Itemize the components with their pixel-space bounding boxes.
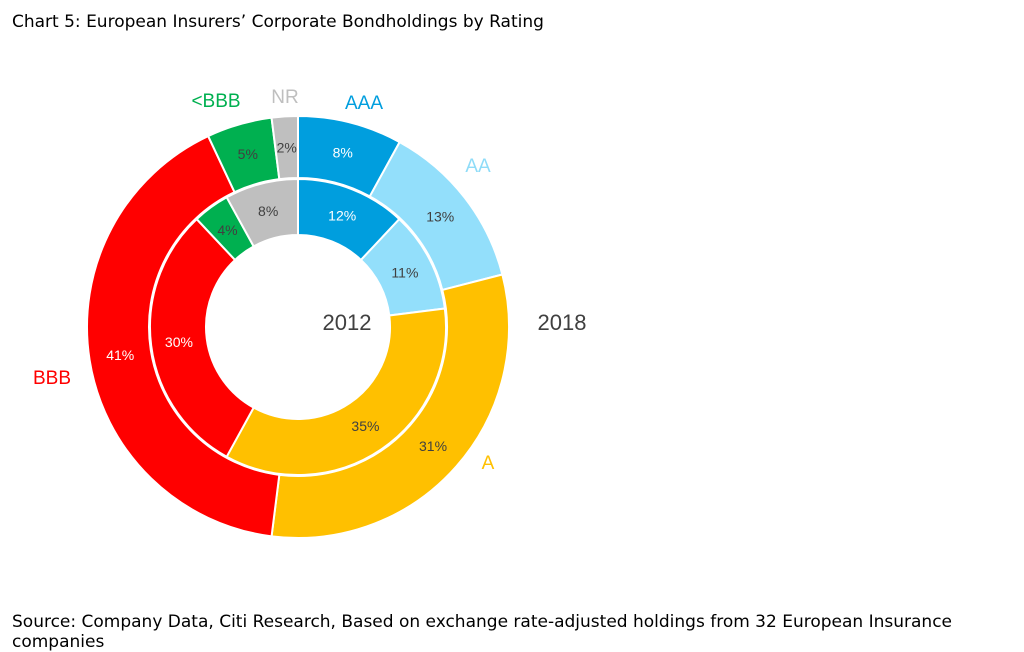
outer-ring-2018 [86,114,510,539]
slice-2012-nr [225,177,299,248]
value-label-2012-below-bbb: 4% [217,222,237,238]
value-label-2012-a: 35% [351,418,379,434]
value-label-2012-aaa: 12% [328,207,356,223]
inner-ring-2012 [149,177,447,476]
outer-ring-year-label: 2018 [538,310,587,335]
slice-2012-a [225,307,447,476]
inner-ring-year-label: 2012 [323,310,372,335]
value-label-2018-aaa: 8% [333,145,353,161]
value-label-2012-bbb: 30% [165,334,193,350]
category-label-nr: NR [271,87,298,108]
category-label-aa: AA [465,156,491,177]
value-label-2012-aa: 11% [391,265,418,281]
value-label-2018-nr: 2% [277,139,297,155]
slice-2012-bbb [149,217,256,459]
category-label-below-bbb: <BBB [191,91,240,112]
category-label-bbb: BBB [33,368,71,389]
chart-title: Chart 5: European Insurers’ Corporate Bo… [12,12,544,32]
value-label-2018-bbb: 41% [106,347,134,363]
category-label-aaa: AAA [345,93,383,114]
category-label-a: A [482,453,495,474]
value-label-2018-below-bbb: 5% [238,146,258,162]
value-label-2018-aa: 13% [426,209,454,225]
slice-labels: 8% 13% 31% 41% 5% 2% 12% 11% 35% 30% 4% 8% [106,139,454,454]
source-note: Source: Company Data, Citi Research, Bas… [12,612,952,652]
value-label-2018-a: 31% [419,438,447,454]
value-label-2012-nr: 8% [258,203,278,219]
